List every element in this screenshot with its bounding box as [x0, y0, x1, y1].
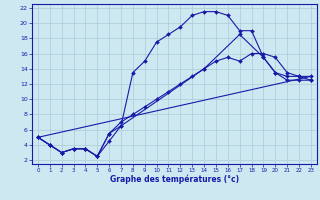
X-axis label: Graphe des températures (°c): Graphe des températures (°c): [110, 175, 239, 184]
